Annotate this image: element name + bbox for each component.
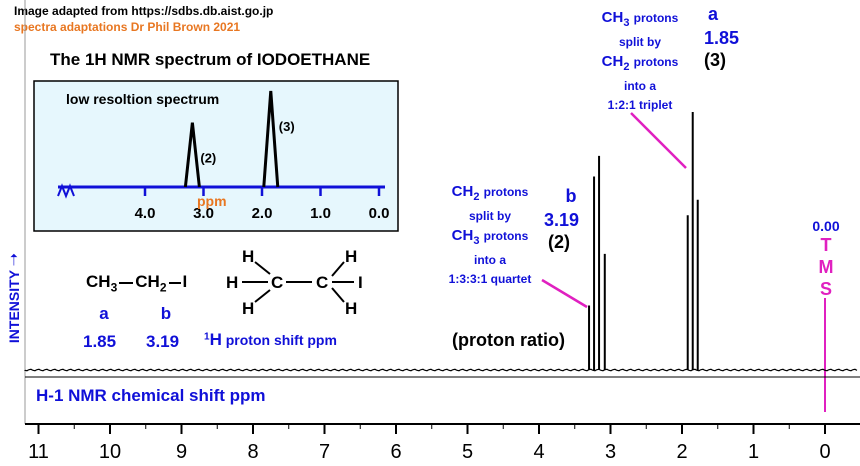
x-tick-label: 0 [819, 441, 830, 463]
spectrum-trace [24, 368, 858, 372]
inset-tick-label: 0.0 [369, 205, 390, 222]
inset-tick-label: 4.0 [135, 205, 156, 222]
inset-peak-label: (3) [279, 119, 295, 134]
ch3-annotation: CH3 protons split by CH2 protons into a … [601, 9, 679, 112]
inset-peak [183, 122, 201, 188]
svg-text:H: H [345, 299, 357, 318]
tms-label: T M S [818, 235, 834, 299]
x-tick-label: 1 [748, 441, 759, 463]
peak-b-shift: 3.19 [544, 210, 580, 230]
condensed-formula: CH3 CH2 I [86, 272, 187, 294]
x-axis-title: H-1 NMR chemical shift ppm [36, 386, 266, 405]
svg-text:H: H [226, 273, 238, 292]
tms-shift: 0.00 [812, 218, 840, 234]
peak-a-ratio: (3) [704, 50, 726, 70]
x-tick-label: 2 [676, 441, 687, 463]
adaptation-credit: spectra adaptations Dr Phil Brown 2021 [14, 20, 241, 34]
label-a: a [99, 304, 109, 323]
formula-ch2: CH [135, 272, 160, 291]
inset-ppm-label: ppm [197, 193, 227, 209]
svg-text:H: H [242, 299, 254, 318]
page-title: The 1H NMR spectrum of IODOETHANE [50, 50, 371, 69]
inset-peak [262, 90, 280, 188]
x-tick-label: 7 [319, 441, 330, 463]
peak-a-shift: 1.85 [704, 28, 740, 48]
x-tick-label: 9 [176, 441, 187, 463]
formula-iodine: I [182, 272, 188, 291]
peak-b-ratio: (2) [548, 232, 570, 252]
ch2-annotation: CH2 protons split by CH3 protons into a … [448, 183, 532, 286]
shift-b: 3.19 [146, 332, 180, 351]
label-b: b [160, 304, 172, 323]
inset-tick-label: 3.0 [193, 205, 214, 222]
svg-text:H: H [345, 247, 357, 266]
formula-ch3: CH [86, 272, 111, 291]
svg-text:H: H [242, 247, 254, 266]
x-tick-label: 11 [28, 441, 49, 463]
ch3-arrow [630, 112, 687, 169]
formula-ch3-sub: 3 [110, 280, 118, 295]
shift-a: 1.85 [83, 332, 117, 351]
axis-break-icon [57, 183, 75, 199]
source-credit: Image adapted from https://sdbs.db.aist.… [14, 4, 274, 18]
x-tick-label: 4 [533, 441, 544, 463]
displayed-formula: H H H C C H I H [226, 247, 363, 318]
svg-text:C: C [316, 273, 328, 292]
x-tick-label: 10 [99, 441, 121, 463]
shift-caption: 1H proton shift ppm [204, 330, 337, 349]
svg-text:I: I [358, 273, 363, 292]
formula-ch2-sub: 2 [159, 280, 167, 295]
inset-tick-label: 1.0 [310, 205, 331, 222]
ch2-arrow [541, 278, 588, 309]
inset-title: low resoltion spectrum [66, 91, 219, 107]
inset-tick-label: 2.0 [252, 205, 273, 222]
x-tick-label: 8 [247, 441, 258, 463]
x-tick-label: 6 [390, 441, 401, 463]
inset-spectrum: low resoltion spectrum 4.0 3.0 2.0 1.0 0.0 (… [33, 80, 399, 232]
peak-b-letter: b [565, 186, 577, 206]
x-tick-label: 3 [605, 441, 616, 463]
inset-peak-label: (2) [200, 151, 216, 166]
proton-ratio-label: (proton ratio) [452, 330, 565, 350]
peak-a-letter: a [707, 4, 718, 24]
svg-text:C: C [271, 273, 283, 292]
x-tick-label: 5 [462, 441, 473, 463]
